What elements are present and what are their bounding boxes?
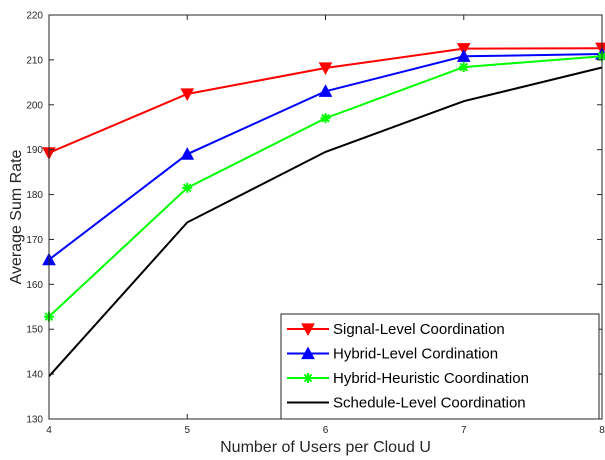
y-tick-label: 130 [26,415,43,426]
data-point [303,373,313,383]
data-point [456,49,471,62]
data-point [318,84,333,97]
legend-entry: Hybrid-Heuristic Coordination [287,370,529,387]
x-axis-label: Number of Users per Cloud U [220,439,431,456]
data-point [180,88,195,102]
data-point [182,182,193,193]
x-tick-label: 7 [461,425,467,436]
legend: Signal-Level Coordination Hybrid-Level Co… [280,313,600,420]
legend-entry: Schedule-Level Coordination [287,395,526,412]
legend-label: Hybrid-Heuristic Coordination [333,370,529,387]
data-point [301,346,315,360]
data-point [318,62,333,76]
y-tick-label: 160 [26,280,43,291]
x-tick-label: 6 [323,425,329,436]
y-tick-label: 170 [26,235,43,246]
y-tick-label: 200 [26,100,43,111]
data-point [301,323,315,337]
y-tick-label: 180 [26,190,43,201]
legend-entry: Signal-Level Coordination [287,321,505,338]
y-tick-label: 140 [26,370,43,381]
series-0 [42,42,605,160]
data-point [180,147,195,160]
y-tick-label: 190 [26,145,43,156]
legend-entry: Hybrid-Level Cordination [287,346,498,363]
legend-box [280,313,600,420]
series-line [48,66,603,378]
legend-label: Signal-Level Coordination [333,321,505,338]
x-tick-label: 8 [599,425,605,436]
y-axis-label: Average Sum Rate [8,149,25,284]
x-tick-label: 5 [184,425,190,436]
data-point [456,43,471,56]
y-tick-label: 210 [26,55,43,66]
y-tick-label: 220 [26,11,43,22]
y-tick-label: 150 [26,325,43,336]
legend-label: Schedule-Level Coordination [333,395,526,412]
data-point [458,62,469,73]
data-point [320,113,331,124]
legend-label: Hybrid-Level Cordination [333,346,498,363]
x-tick-label: 4 [46,425,52,436]
series-3 [48,66,603,378]
